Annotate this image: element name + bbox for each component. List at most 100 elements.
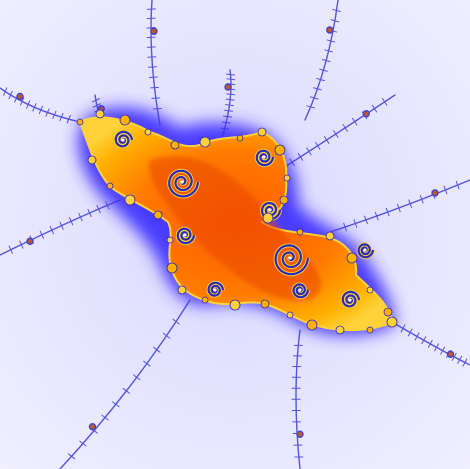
filament-tick <box>451 352 457 361</box>
spiral-center <box>213 288 217 292</box>
filament-tick <box>443 185 448 195</box>
fringe-bud <box>236 134 244 142</box>
filament-tick <box>374 211 379 221</box>
filament-tick <box>92 103 101 108</box>
filament-tick <box>343 222 348 232</box>
filament-node <box>362 110 370 118</box>
filament-tick <box>309 96 319 100</box>
filament-tick <box>315 141 321 150</box>
fringe-bud <box>262 212 274 224</box>
yellow-fringe <box>76 109 398 335</box>
filament-tick <box>224 109 234 112</box>
filament-tick <box>226 93 236 96</box>
filament-tick <box>324 49 333 53</box>
fringe-bud <box>153 210 163 220</box>
fringe-bud <box>229 299 241 311</box>
filament-tick <box>330 19 340 23</box>
filament-tick <box>153 346 161 353</box>
filament-tick <box>66 115 71 124</box>
filament-tick <box>146 8 156 10</box>
filament-tick <box>146 36 156 39</box>
filament-tick <box>407 328 413 337</box>
filament-tick <box>162 332 171 339</box>
filament-tick <box>79 440 87 447</box>
filament-branch <box>329 179 470 233</box>
filament-branch <box>391 321 470 366</box>
fringe-bud <box>274 144 286 156</box>
filament-node <box>296 430 304 438</box>
filament-tick <box>427 339 433 348</box>
filament-node <box>326 26 334 34</box>
fringe-bud <box>177 285 187 295</box>
filament-tick <box>224 104 234 107</box>
fringe-bud <box>306 319 318 331</box>
filament-tick <box>400 324 406 333</box>
filament-tick <box>326 39 336 43</box>
spiral-center <box>262 155 266 159</box>
filament-tick <box>151 97 161 99</box>
fringe-bud <box>286 311 294 319</box>
filament-tick <box>306 105 316 109</box>
fringe-bud <box>106 182 114 190</box>
filament-tick <box>96 204 101 214</box>
filament-tick <box>226 78 236 81</box>
fringe-bud <box>366 286 374 294</box>
fringe-bud <box>166 262 178 274</box>
filament-node <box>150 27 158 35</box>
filament-tick <box>26 100 31 109</box>
filament-tick <box>316 78 325 82</box>
filament-tick <box>332 8 341 13</box>
filament-tick <box>148 66 158 68</box>
filament-tick <box>59 221 64 230</box>
spiral-center <box>180 180 184 184</box>
fringe-bud <box>346 252 358 264</box>
fringe-bud <box>144 128 152 136</box>
filament-tick <box>146 46 156 48</box>
filament-node <box>16 92 24 101</box>
filament-tick <box>225 98 235 101</box>
filament-tick <box>221 121 231 124</box>
spiral-details <box>113 129 375 309</box>
filament-tick <box>333 130 339 138</box>
filament-tick <box>39 230 45 239</box>
filament-branch <box>0 87 81 123</box>
filament-tick <box>352 117 358 126</box>
fringe-bud <box>335 325 345 335</box>
filament-tick <box>440 346 446 355</box>
filament-tick <box>146 17 156 20</box>
spiral-core <box>274 244 310 276</box>
filament-tick <box>462 358 468 367</box>
fringe-bud <box>199 136 211 148</box>
filament-tick <box>19 240 24 249</box>
fringe-bud <box>119 114 131 126</box>
filament-tick <box>87 208 92 218</box>
filament-tick <box>385 207 390 217</box>
fringe-bud <box>257 127 267 137</box>
filament-tick <box>3 87 8 96</box>
filament-tick <box>457 355 463 364</box>
filament-branch <box>59 299 191 469</box>
filament-tick <box>52 110 57 120</box>
filament-tick <box>8 245 13 254</box>
fringe-bud <box>325 231 335 241</box>
fringe-bud <box>76 118 84 126</box>
filament-branch <box>304 0 339 121</box>
fringe-bud <box>386 316 398 328</box>
filament-tick <box>289 158 295 167</box>
filament-tick <box>45 108 50 117</box>
filament-tick <box>297 153 304 161</box>
filament-tick <box>101 414 109 421</box>
filament-tick <box>419 195 424 204</box>
fringe-bud <box>87 155 97 165</box>
fringe-bud <box>124 194 136 206</box>
filament-tick <box>319 68 328 72</box>
filament-node <box>431 189 439 197</box>
filament-tick <box>342 124 348 132</box>
fringe-bud <box>296 228 304 236</box>
spiral-center <box>348 298 352 302</box>
filament-tick <box>323 136 330 144</box>
fringe-bud <box>201 296 209 304</box>
spiral-center <box>121 138 125 142</box>
